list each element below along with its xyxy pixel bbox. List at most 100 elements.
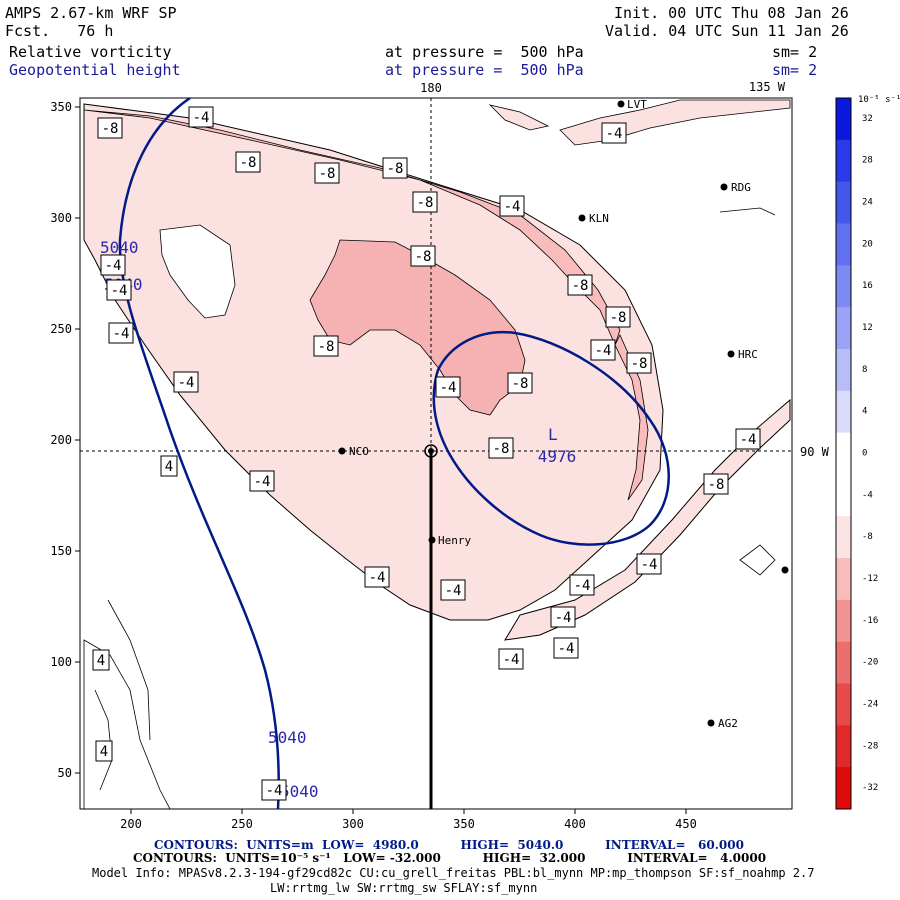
vorticity-label: -8 [415,249,432,265]
colorbar-tick-label: -20 [862,658,878,668]
vorticity-hole-left [159,224,236,319]
vorticity-label: -4 [503,652,520,668]
vorticity-label: -8 [240,155,257,171]
colorbar-tick-label: -28 [862,741,878,751]
x-tick-label: 250 [231,817,253,831]
colorbar-tick-label: 20 [862,239,873,249]
colorbar-tick-label: -8 [862,532,873,542]
vorticity-label: -4 [641,557,658,573]
vorticity-label-box [735,428,761,450]
vorticity-label: -4 [555,610,572,626]
vorticity-label-box [703,473,729,495]
vorticity-label: -8 [610,310,627,326]
pole-marker [424,444,438,458]
vorticity-label: -4 [445,583,462,599]
vorticity-label-box [364,566,390,588]
field1-name: Relative vorticity [9,43,172,61]
vorticity-label-box [507,372,533,394]
vorticity-label-box [173,371,199,393]
height-contour-4980 [432,330,670,546]
vorticity-label: -8 [387,161,404,177]
vorticity-band-right [614,334,649,501]
vorticity-label: 4 [97,653,105,669]
station-label: NCO [349,445,369,458]
vorticity-label: -4 [113,326,130,342]
vorticity-label-box [440,579,466,601]
vorticity-label-box [382,157,408,179]
colorbar-segment [836,516,851,559]
vorticity-label: -4 [193,110,210,126]
y-axis: 350 300 250 200 150 100 50 [50,100,80,780]
field2-smooth: sm= 2 [772,61,818,79]
colorbar-segment [836,348,851,392]
colorbar-segment [836,139,851,183]
colorbar-segment [836,725,851,768]
vorticity-label-box [626,352,652,374]
colorbar-tick-label: 0 [862,449,867,459]
low-marker: L [548,425,558,444]
footer-height-contours: CONTOURS: UNITS=m LOW= 4980.0 HIGH= 5040… [154,838,744,852]
colorbar-tick-label: -32 [862,783,878,793]
station-Henry: Henry [428,534,471,547]
vorticity-label: -4 [254,474,271,490]
low-value: 4976 [538,447,577,466]
colorbar-tick-label: 8 [862,365,867,375]
vorticity-label-box [235,151,261,173]
colorbar-tick-label: 12 [862,323,873,333]
y-tick-label: 200 [50,433,72,447]
meridian-label: 180 [420,81,442,95]
footer-vorticity-contours: CONTOURS: UNITS=10⁻⁵ s⁻¹ LOW= -32.000 HI… [133,851,767,865]
height-contour-5040 [118,96,280,810]
vorticity-label-box [108,322,134,344]
vorticity-label: -4 [595,343,612,359]
field2-name: Geopotential height [9,61,181,79]
station-LVT: LVT [617,98,647,111]
colorbar-segment [836,98,851,141]
vorticity-label-box [410,245,436,267]
vorticity-field [83,99,791,809]
vorticity-label: -8 [319,166,336,182]
x-tick-label: 450 [675,817,697,831]
y-tick-label: 350 [50,100,72,114]
vorticity-label-box [636,553,662,575]
vorticity-islands-top [559,99,791,146]
station-label: RDG [731,181,751,194]
colorbar-tick-label: 16 [862,281,873,291]
y-tick-label: 150 [50,544,72,558]
vorticity-label: -4 [504,199,521,215]
field1-smooth: sm= 2 [772,43,818,61]
vorticity-label: -4 [574,578,591,594]
vorticity-label-box [553,637,579,659]
vorticity-label: -4 [178,375,195,391]
colorbar: 32 28 24 20 16 12 8 4 0 -4 -8 -12 -16 -20 -24 -28 -32 [835,97,878,810]
vorticity-label-box [249,470,275,492]
colorbar-tick-label: -16 [862,616,878,626]
vorticity-label-box [97,117,123,139]
vorticity-label: -4 [558,641,575,657]
vorticity-label: -8 [572,278,589,294]
station-label: AG2 [718,717,738,730]
vorticity-label: -8 [318,339,335,355]
station-unlabeled [781,566,789,574]
vorticity-region-minus4 [83,103,664,621]
colorbar-segment [836,390,851,434]
vorticity-label-box [188,106,214,128]
station-AG2: AG2 [707,717,738,730]
init-time: Init. 00 UTC Thu 08 Jan 26 [614,4,849,22]
height-label: 5040 [280,782,319,801]
x-tick-label: 200 [120,817,142,831]
valid-time: Valid. 04 UTC Sun 11 Jan 26 [605,22,849,40]
vorticity-label-box [160,455,178,477]
y-tick-label: 50 [58,766,72,780]
colorbar-tick-label: 4 [862,407,867,417]
vorticity-label-box [567,274,593,296]
forecast-hour: Fcst. 76 h [5,22,114,40]
colorbar-segment [836,474,851,517]
vorticity-label: -4 [440,380,457,396]
vorticity-label: -8 [493,441,510,457]
field2-level: at pressure = 500 hPa [385,61,584,79]
vorticity-label: -4 [105,258,122,274]
vorticity-label-box [498,648,524,670]
plot-frame [79,97,793,810]
